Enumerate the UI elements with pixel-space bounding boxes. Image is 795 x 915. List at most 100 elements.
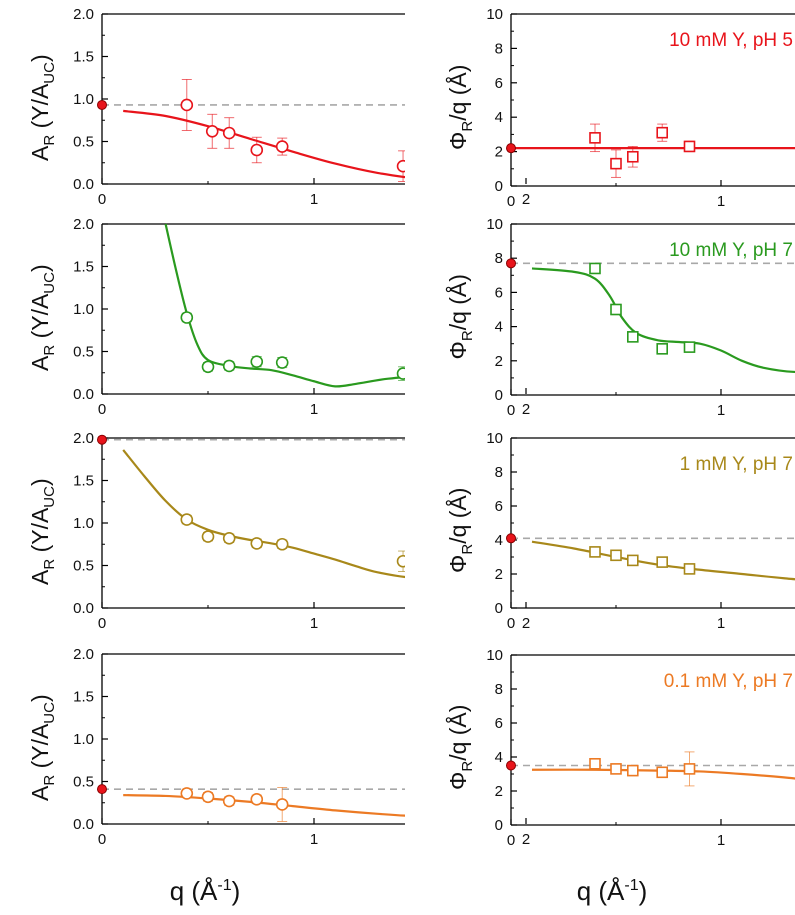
y-axis-title: AR (Y/AUC) [27,694,58,801]
data-point [180,513,194,526]
y-tick-label: 1.0 [73,91,94,108]
y-tick-label: 1.0 [73,731,94,748]
panel-label: 10 mM Y, pH 5 [669,30,793,51]
panel-left-1: 0.0 0.5 1.0 1.5 2.0 0 1 2 AR (Y/AUC) [27,6,633,208]
data-point [589,262,601,275]
y-tick-label: 2.0 [73,646,94,663]
panel-right-2: 024681001210 mM Y, pH 7 [486,216,795,419]
data-point [683,763,696,775]
data-point [589,757,601,770]
y-tick-label: 6 [495,715,503,732]
data-point [626,150,639,163]
data-point [610,303,622,316]
y-axis-title: ΦR/q (Å) [444,488,476,573]
panel-label: 10 mM Y, pH 7 [669,240,793,261]
x-tick-label: 1 [310,615,318,632]
data-point [622,164,633,175]
data-point [610,763,622,775]
x-tick-label: 0 [507,832,515,849]
y-tick-label: 2.0 [73,216,94,233]
y-tick-label: 10 [486,216,503,233]
reference-marker [97,434,107,445]
y-tick-label: 0.0 [73,816,94,833]
fit-curve [123,109,405,179]
x-axis-title-right: q (Å-1) [577,876,648,906]
x-tick-label: 2 [522,615,530,632]
plot-area [102,787,580,823]
y-tick-label: 0.0 [73,600,94,617]
data-point [180,98,194,112]
data-point [180,311,194,324]
reference-marker [506,143,516,154]
y-tick-label: 1.5 [73,689,94,706]
y-tick-label: 6 [495,284,503,301]
y-tick-label: 4 [495,532,503,549]
data-point [468,809,479,820]
y-tick-label: 0.5 [73,774,94,791]
data-point [250,355,264,369]
data-point [569,168,580,179]
data-point [610,549,622,562]
data-point [201,530,215,543]
x-tick-label: 0 [507,615,515,632]
plot-area [511,262,795,374]
data-point [275,140,289,153]
y-tick-label: 8 [495,681,503,698]
data-point [626,331,639,343]
y-tick-label: 10 [486,430,503,447]
data-point [656,556,669,568]
panel-right-3: 02468100121 mM Y, pH 7 [486,430,795,632]
plot-area [102,438,633,591]
data-point [222,126,236,140]
plot-area [102,78,633,182]
data-point [222,359,236,373]
x-axis-title-left: q (Å-1) [170,876,241,906]
data-point [275,537,289,551]
panel-right-4: 02468100120.1 mM Y, pH 7 [486,647,795,849]
data-point [250,143,264,157]
y-tick-label: 6 [495,498,503,515]
y-tick-label: 0.5 [73,134,94,151]
x-tick-label: 0 [98,615,106,632]
y-tick-label: 2 [495,144,503,161]
plot-area [164,223,405,388]
data-point [275,356,289,369]
data-point [468,167,479,178]
data-point [569,812,580,823]
y-axis-title: ΦR/q (Å) [444,274,476,359]
y-tick-label: 0.5 [73,558,94,575]
data-point [180,787,194,800]
data-point [626,764,639,777]
y-tick-label: 0.5 [73,344,94,361]
x-tick-label: 2 [522,191,530,208]
data-point [656,343,669,355]
plot-area [511,537,795,581]
plot-area [511,751,795,787]
x-tick-label: 1 [310,831,318,848]
data-point [396,159,405,173]
data-point [222,531,236,545]
y-tick-label: 4 [495,109,503,126]
y-tick-label: 1.0 [73,515,94,532]
data-point [396,367,405,380]
y-tick-label: 6 [495,75,503,92]
data-point [622,580,633,591]
y-tick-label: 0 [495,817,503,834]
data-point [656,126,669,139]
panel-left-3: 0.0 0.5 1.0 1.5 2.0 0 1 2 AR (Y/AUC) [27,430,633,632]
y-tick-label: 8 [495,464,503,481]
data-point [656,766,669,779]
x-tick-label: 0 [98,831,106,848]
panel-label: 1 mM Y, pH 7 [680,454,793,475]
gutter [405,0,465,915]
y-tick-label: 0 [495,387,503,404]
fit-curve [531,267,795,374]
y-axis-title: ΦR/q (Å) [444,705,476,790]
y-tick-label: 8 [495,250,503,267]
y-axis-title: ΦR/q (Å) [444,65,476,150]
y-tick-label: 0.0 [73,386,94,403]
x-tick-label: 0 [98,191,106,208]
data-point [250,793,264,806]
x-tick-label: 1 [310,401,318,418]
